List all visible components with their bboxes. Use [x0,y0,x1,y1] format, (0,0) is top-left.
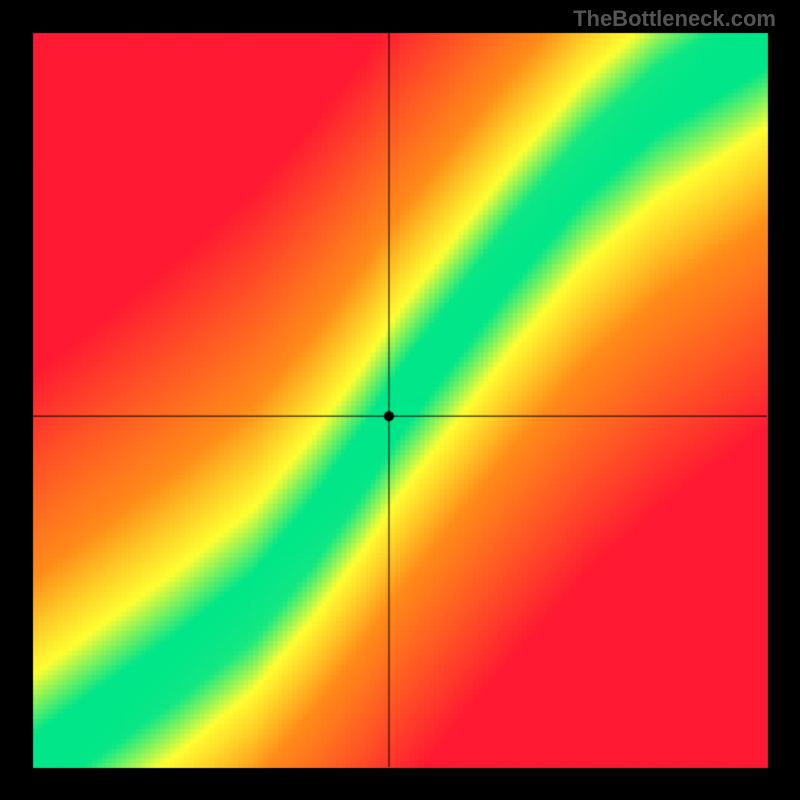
watermark-text: TheBottleneck.com [573,6,776,32]
chart-container: TheBottleneck.com [0,0,800,800]
heatmap-canvas [0,0,800,800]
